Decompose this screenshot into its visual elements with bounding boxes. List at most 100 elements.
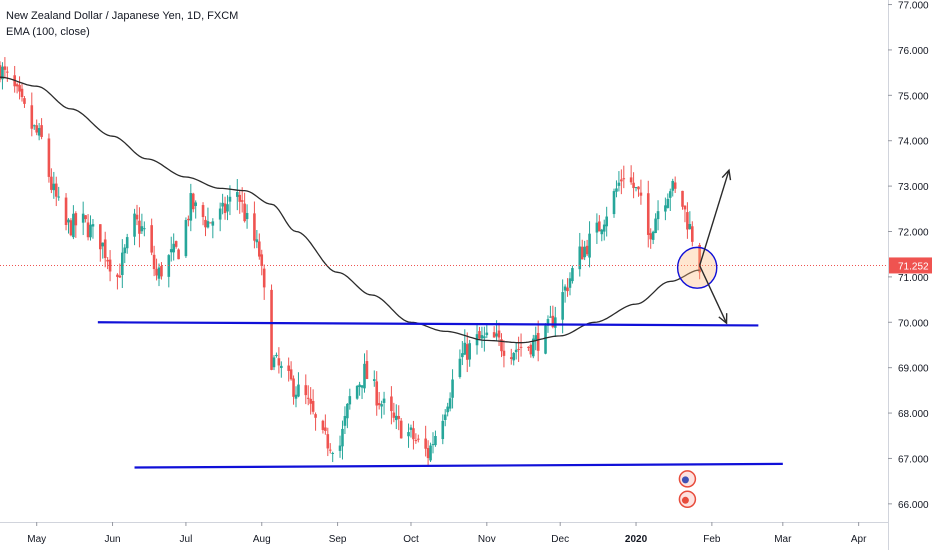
ema-layer bbox=[0, 76, 700, 344]
candle bbox=[595, 213, 599, 244]
candle-body bbox=[485, 332, 489, 336]
candle bbox=[465, 332, 469, 373]
candle bbox=[646, 180, 650, 248]
candle-body bbox=[311, 401, 315, 412]
candle-body bbox=[458, 358, 462, 377]
candle bbox=[314, 412, 317, 431]
candle bbox=[3, 57, 7, 79]
candle bbox=[57, 186, 61, 201]
candle-body bbox=[346, 403, 349, 419]
candle bbox=[1, 62, 4, 90]
candle bbox=[485, 324, 489, 339]
candle bbox=[18, 76, 21, 100]
candle bbox=[143, 221, 146, 237]
candle bbox=[536, 320, 540, 362]
candle bbox=[563, 284, 567, 303]
candle-body bbox=[407, 432, 410, 437]
x-tick-label: Sep bbox=[329, 534, 347, 545]
candle-body bbox=[20, 88, 24, 97]
candle bbox=[133, 208, 136, 246]
candle bbox=[108, 250, 112, 282]
candle bbox=[514, 342, 518, 360]
candle bbox=[509, 348, 513, 365]
candle bbox=[443, 409, 447, 427]
candle-body bbox=[54, 183, 58, 197]
candle bbox=[434, 430, 437, 447]
candle bbox=[666, 193, 670, 209]
candle-body bbox=[324, 427, 327, 431]
y-tick-label: 77.000 bbox=[898, 1, 929, 12]
candle-body bbox=[571, 268, 574, 282]
candle-body bbox=[177, 249, 180, 260]
candle-body bbox=[632, 182, 635, 189]
candle-body bbox=[429, 445, 432, 461]
candle bbox=[698, 242, 701, 280]
candle bbox=[531, 334, 535, 359]
candle-body bbox=[314, 414, 317, 418]
candle-body bbox=[382, 398, 386, 403]
candle bbox=[54, 176, 58, 207]
candle bbox=[365, 350, 369, 380]
candle bbox=[686, 202, 689, 239]
candle-body bbox=[211, 221, 215, 226]
candle bbox=[275, 352, 278, 358]
candle-body bbox=[512, 353, 516, 361]
candle-body bbox=[634, 187, 638, 189]
candle bbox=[478, 326, 481, 339]
candle bbox=[448, 392, 452, 412]
candle bbox=[681, 190, 684, 210]
candle bbox=[201, 202, 205, 226]
candle bbox=[32, 124, 36, 130]
candle-body bbox=[204, 219, 207, 228]
candle-body bbox=[270, 289, 273, 370]
candle-body bbox=[218, 208, 222, 220]
candle-body bbox=[255, 239, 259, 243]
candle bbox=[399, 418, 403, 439]
candle bbox=[583, 240, 586, 261]
candle-body bbox=[375, 381, 379, 406]
candle-body bbox=[649, 233, 653, 240]
y-tick-label: 72.000 bbox=[898, 227, 929, 238]
candle bbox=[121, 239, 124, 289]
candle bbox=[568, 272, 572, 296]
candle-body bbox=[194, 202, 198, 206]
candle-body bbox=[277, 358, 281, 366]
candle-body bbox=[91, 224, 95, 227]
candle-body bbox=[150, 225, 153, 253]
candle bbox=[358, 381, 361, 396]
candle bbox=[343, 406, 347, 435]
candle bbox=[160, 262, 163, 280]
candle bbox=[571, 265, 574, 284]
candle bbox=[377, 391, 381, 410]
candle-body bbox=[37, 128, 41, 136]
candle bbox=[451, 369, 454, 409]
candle bbox=[534, 326, 538, 351]
candle bbox=[497, 322, 501, 346]
candle-body bbox=[72, 213, 75, 238]
candle bbox=[253, 201, 256, 249]
candle bbox=[380, 400, 383, 419]
candle-body bbox=[617, 182, 621, 186]
candle-body bbox=[465, 344, 469, 360]
candle bbox=[304, 374, 308, 405]
candle-body bbox=[262, 268, 266, 288]
candle bbox=[441, 414, 445, 445]
candle-body bbox=[461, 353, 464, 358]
candle bbox=[116, 273, 119, 290]
candle bbox=[64, 193, 68, 231]
candle-body bbox=[235, 192, 239, 197]
candle-body bbox=[563, 286, 567, 291]
candle bbox=[306, 385, 310, 406]
candle-body bbox=[651, 231, 655, 240]
candle-body bbox=[201, 205, 205, 218]
candle bbox=[324, 414, 327, 435]
candle-body bbox=[275, 354, 278, 357]
candle-body bbox=[238, 194, 242, 202]
candle bbox=[235, 179, 239, 211]
candle-body bbox=[331, 452, 334, 454]
candle-body bbox=[187, 218, 190, 221]
candle bbox=[615, 180, 618, 198]
candle-body bbox=[409, 427, 413, 430]
candle-body bbox=[191, 193, 195, 210]
